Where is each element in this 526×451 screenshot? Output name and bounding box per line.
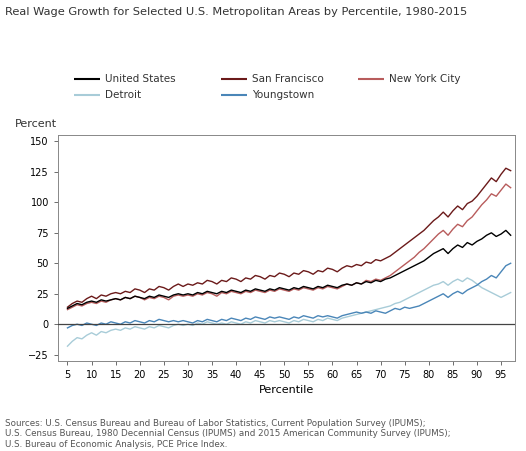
Text: Youngstown: Youngstown (252, 90, 315, 100)
Text: San Francisco: San Francisco (252, 74, 324, 84)
Text: United States: United States (105, 74, 176, 84)
X-axis label: Percentile: Percentile (259, 386, 315, 396)
Text: New York City: New York City (389, 74, 461, 84)
Text: Percent: Percent (14, 119, 56, 129)
Text: Detroit: Detroit (105, 90, 141, 100)
Text: Real Wage Growth for Selected U.S. Metropolitan Areas by Percentile, 1980-2015: Real Wage Growth for Selected U.S. Metro… (5, 7, 468, 17)
Text: Sources: U.S. Census Bureau and Bureau of Labor Statistics, Current Population S: Sources: U.S. Census Bureau and Bureau o… (5, 419, 451, 449)
